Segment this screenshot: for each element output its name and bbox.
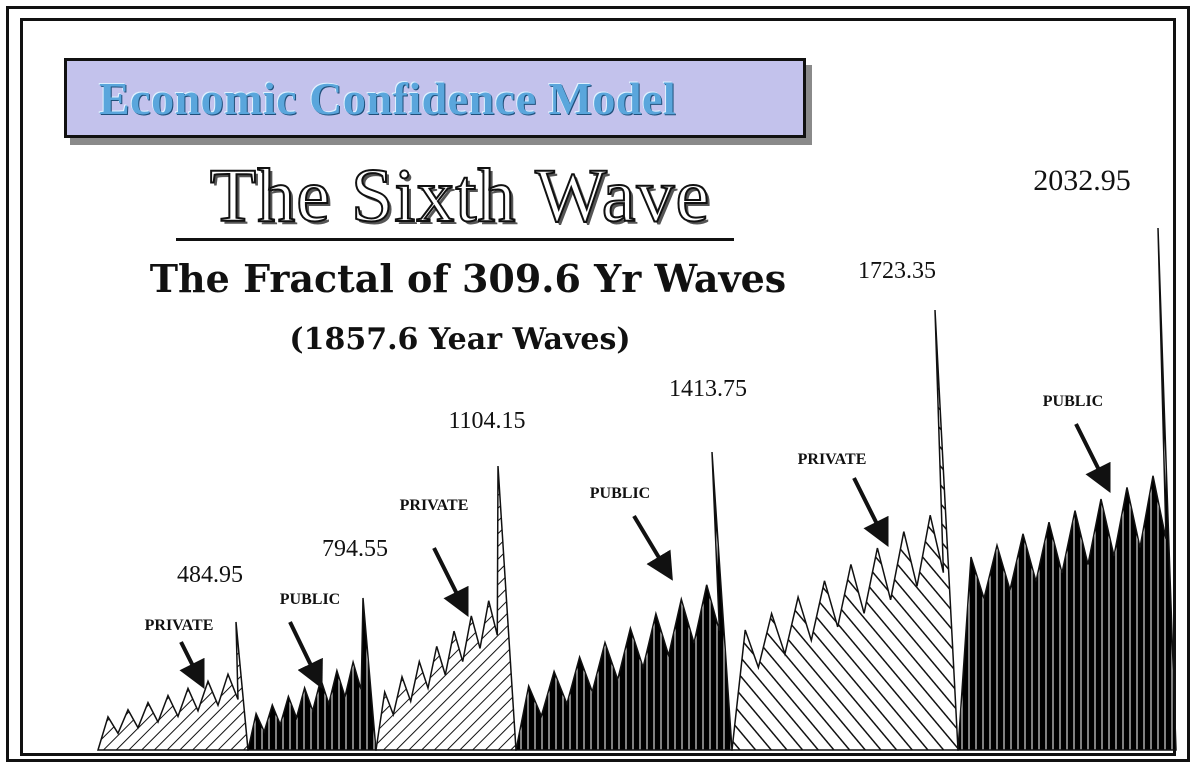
phase-label-6: PUBLIC <box>1043 393 1103 410</box>
wave-2-public <box>247 597 377 751</box>
main-title: The Sixth Wave <box>209 154 711 238</box>
peak-label-4: 1413.75 <box>669 376 747 402</box>
peak-label-6: 2032.95 <box>1033 164 1131 197</box>
phase-label-2: PUBLIC <box>280 591 340 608</box>
phase-label-4: PUBLIC <box>590 485 650 502</box>
phase-arrow-1 <box>179 641 205 690</box>
phase-arrow-4 <box>632 514 673 581</box>
phase-arrow-3 <box>432 547 469 618</box>
peak-label-5: 1723.35 <box>858 258 936 284</box>
wave-3-private <box>375 465 517 751</box>
wave-1-private <box>96 621 249 751</box>
phase-label-3: PRIVATE <box>400 497 469 514</box>
phase-label-1: PRIVATE <box>145 617 214 634</box>
model-title: Economic Confidence Model <box>99 72 677 124</box>
phase-arrow-6 <box>1074 423 1111 494</box>
wave-4-public <box>515 451 733 751</box>
peak-label-2: 794.55 <box>322 536 388 562</box>
phase-arrow-5 <box>852 477 889 548</box>
peak-label-3: 1104.15 <box>448 408 525 434</box>
subtitle-secondary: (1857.6 Year Waves) <box>289 322 631 357</box>
subtitle: The Fractal of 309.6 Yr Waves <box>149 256 787 301</box>
phase-label-5: PRIVATE <box>798 451 867 468</box>
peak-label-1: 484.95 <box>177 562 243 588</box>
model-title-box: Economic Confidence Model <box>64 58 806 138</box>
wave-6-public <box>957 227 1177 751</box>
title-underline <box>176 238 734 241</box>
phase-arrow-2 <box>288 621 323 690</box>
wave-5-private <box>731 309 959 751</box>
